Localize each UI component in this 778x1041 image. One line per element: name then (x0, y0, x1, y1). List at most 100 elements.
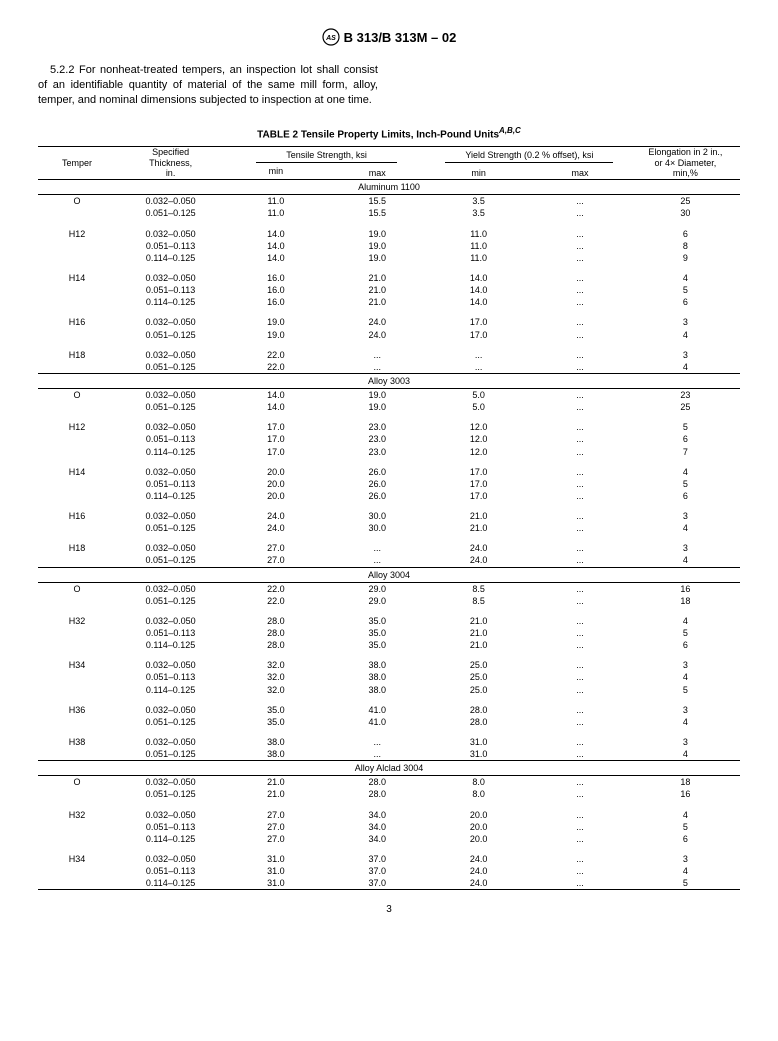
table-row: H380.032–0.05038.0...31.0...3 (38, 736, 740, 748)
cell-value: 6 (631, 833, 740, 845)
cell-value: 27.0 (225, 821, 326, 833)
cell-value: 24.0 (428, 542, 529, 554)
cell-temper (38, 748, 116, 761)
cell-value: ... (529, 748, 630, 761)
cell-thickness: 0.114–0.125 (116, 833, 225, 845)
table-row: H360.032–0.05035.041.028.0...3 (38, 704, 740, 716)
cell-value: ... (529, 421, 630, 433)
cell-thickness: 0.051–0.125 (116, 595, 225, 607)
cell-value: 21.0 (428, 510, 529, 522)
cell-value: 4 (631, 272, 740, 284)
table-row: 0.051–0.12522.029.08.5...18 (38, 595, 740, 607)
cell-value: ... (327, 542, 428, 554)
table-row: 0.051–0.11320.026.017.0...5 (38, 478, 740, 490)
cell-temper: O (38, 195, 116, 208)
cell-value: ... (529, 349, 630, 361)
cell-thickness: 0.114–0.125 (116, 252, 225, 264)
cell-thickness: 0.114–0.125 (116, 490, 225, 502)
cell-value: ... (428, 349, 529, 361)
table-row: H180.032–0.05027.0...24.0...3 (38, 542, 740, 554)
cell-thickness: 0.032–0.050 (116, 615, 225, 627)
cell-value: 14.0 (225, 240, 326, 252)
cell-value: 4 (631, 716, 740, 728)
cell-thickness: 0.032–0.050 (116, 853, 225, 865)
cell-value: 3 (631, 349, 740, 361)
cell-value: 17.0 (428, 329, 529, 341)
cell-value: 24.0 (225, 510, 326, 522)
cell-temper (38, 446, 116, 458)
group-gap (38, 458, 740, 466)
cell-value: ... (529, 240, 630, 252)
table-row: 0.051–0.12521.028.08.0...16 (38, 788, 740, 800)
cell-value: ... (327, 361, 428, 374)
cell-temper: O (38, 388, 116, 401)
cell-value: 23.0 (327, 433, 428, 445)
cell-thickness: 0.032–0.050 (116, 316, 225, 328)
cell-value: ... (428, 361, 529, 374)
cell-value: 9 (631, 252, 740, 264)
cell-value: ... (529, 316, 630, 328)
cell-thickness: 0.032–0.050 (116, 704, 225, 716)
table-row: 0.051–0.11331.037.024.0...4 (38, 865, 740, 877)
cell-temper (38, 671, 116, 683)
cell-value: 3 (631, 542, 740, 554)
cell-value: 19.0 (327, 228, 428, 240)
cell-value: 8.5 (428, 582, 529, 595)
table-row: 0.114–0.12514.019.011.0...9 (38, 252, 740, 264)
table-row: 0.051–0.11327.034.020.0...5 (38, 821, 740, 833)
cell-value: 37.0 (327, 853, 428, 865)
cell-value: ... (529, 776, 630, 789)
group-gap (38, 728, 740, 736)
cell-value: ... (529, 228, 630, 240)
cell-value: 21.0 (327, 284, 428, 296)
cell-value: 21.0 (428, 639, 529, 651)
cell-value: 5 (631, 421, 740, 433)
group-gap (38, 341, 740, 349)
table-row: 0.051–0.12535.041.028.0...4 (38, 716, 740, 728)
table-row: 0.051–0.11316.021.014.0...5 (38, 284, 740, 296)
table-row: 0.114–0.12527.034.020.0...6 (38, 833, 740, 845)
cell-temper (38, 329, 116, 341)
doc-code: B 313/B 313M – 02 (344, 30, 457, 45)
cell-thickness: 0.032–0.050 (116, 349, 225, 361)
cell-value: 16.0 (225, 272, 326, 284)
cell-value: ... (327, 349, 428, 361)
cell-value: 29.0 (327, 582, 428, 595)
cell-temper (38, 207, 116, 219)
cell-value: 24.0 (428, 853, 529, 865)
cell-value: 24.0 (327, 316, 428, 328)
cell-value: 12.0 (428, 421, 529, 433)
cell-value: 5 (631, 627, 740, 639)
cell-value: ... (529, 833, 630, 845)
cell-value: ... (529, 788, 630, 800)
cell-thickness: 0.051–0.113 (116, 671, 225, 683)
cell-value: 35.0 (327, 639, 428, 651)
cell-thickness: 0.032–0.050 (116, 388, 225, 401)
table-row: H120.032–0.05014.019.011.0...6 (38, 228, 740, 240)
cell-value: 4 (631, 466, 740, 478)
group-gap (38, 651, 740, 659)
cell-thickness: 0.051–0.113 (116, 865, 225, 877)
cell-value: 5 (631, 684, 740, 696)
cell-temper (38, 833, 116, 845)
cell-value: 21.0 (225, 776, 326, 789)
cell-value: 11.0 (428, 252, 529, 264)
cell-thickness: 0.032–0.050 (116, 542, 225, 554)
cell-value: 41.0 (327, 716, 428, 728)
cell-value: 4 (631, 522, 740, 534)
cell-thickness: 0.051–0.113 (116, 821, 225, 833)
cell-value: 19.0 (225, 329, 326, 341)
cell-thickness: 0.032–0.050 (116, 736, 225, 748)
cell-value: 5 (631, 478, 740, 490)
cell-value: 15.5 (327, 195, 428, 208)
cell-thickness: 0.032–0.050 (116, 272, 225, 284)
cell-value: ... (529, 361, 630, 374)
cell-thickness: 0.032–0.050 (116, 510, 225, 522)
cell-value: 28.0 (225, 627, 326, 639)
cell-value: 6 (631, 490, 740, 502)
cell-value: 26.0 (327, 478, 428, 490)
cell-value: 19.0 (225, 316, 326, 328)
cell-thickness: 0.051–0.113 (116, 284, 225, 296)
cell-temper: O (38, 582, 116, 595)
cell-thickness: 0.114–0.125 (116, 877, 225, 890)
